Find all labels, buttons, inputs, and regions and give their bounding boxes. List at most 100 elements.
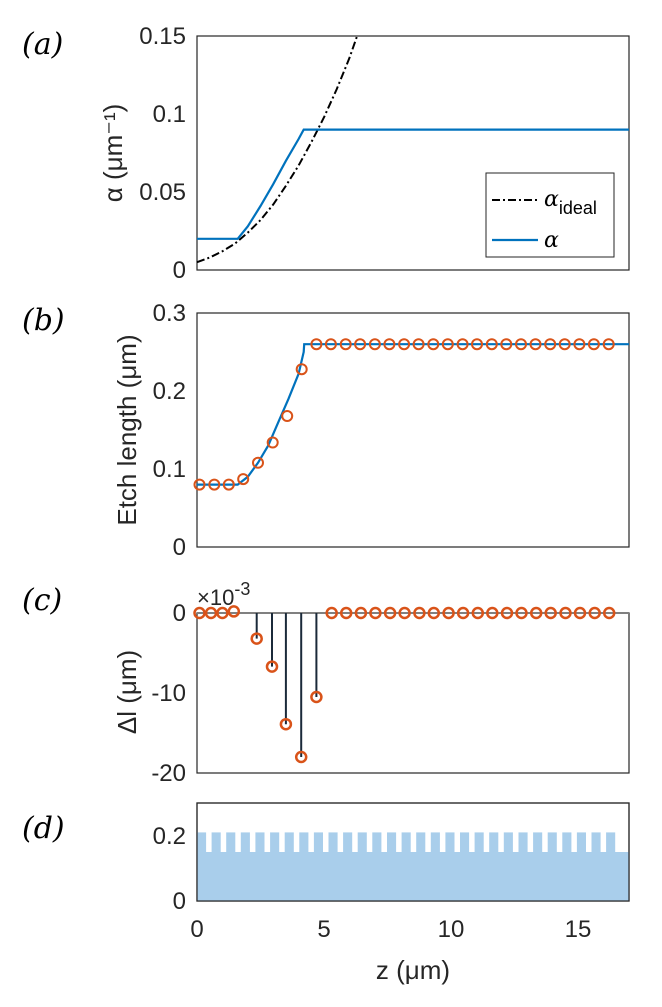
c-stem-marker (427, 606, 441, 620)
c-stems (193, 605, 616, 764)
d-xtick-2: 10 (438, 916, 465, 943)
d-grating-tooth (240, 832, 250, 853)
c-ylabel: Δl (μm) (112, 650, 142, 734)
b-marker (558, 338, 571, 351)
c-stem-marker (227, 605, 241, 618)
d-xtick-1: 5 (317, 916, 330, 943)
a-legend-box (485, 172, 615, 258)
b-marker (398, 338, 411, 351)
d-base-layer (197, 852, 629, 901)
d-grating-tooth (387, 832, 397, 853)
c-stem-marker (413, 606, 426, 620)
b-markers (193, 338, 615, 491)
d-grating-tooth (328, 832, 338, 853)
a-legend-alpha-label: α (544, 228, 559, 253)
b-marker (339, 338, 352, 351)
b-marker (573, 338, 586, 351)
b-marker (383, 338, 396, 351)
b-marker (310, 338, 323, 351)
b-marker (500, 338, 513, 351)
b-marker (456, 338, 469, 351)
c-stem-marker (500, 606, 514, 620)
d-grating-tooth (343, 832, 353, 853)
d-grating-tooth (533, 832, 543, 853)
b-marker (222, 478, 235, 491)
d-grating-tooth (460, 832, 470, 853)
panel-d-frame (196, 802, 630, 902)
d-xtick-3: 15 (565, 916, 592, 943)
d-xlabel: z (μm) (376, 955, 450, 985)
d-grating-tooth (226, 832, 236, 853)
b-marker (324, 338, 337, 351)
d-grating-tooth (299, 832, 309, 853)
panel-b: (b) 0 0.1 0.2 0.3 Etch length (μm) (22, 300, 630, 561)
panel-b-axes (196, 312, 630, 548)
b-ytick-1: 0.1 (153, 456, 186, 483)
c-exponent: ×10-3 (197, 579, 250, 610)
d-grating-area (197, 832, 629, 901)
b-marker (515, 338, 527, 351)
d-ytick-1: 0.2 (153, 823, 186, 850)
a-ytick-1: 0.05 (139, 179, 186, 206)
c-stem-marker (529, 606, 543, 620)
b-marker (281, 410, 294, 422)
c-stem-marker (486, 606, 499, 620)
d-grating-tooth (197, 832, 207, 853)
b-marker (441, 338, 454, 351)
c-stem-marker (383, 606, 397, 620)
a-ytick-3: 0.15 (139, 23, 186, 50)
d-grating-tooth (430, 832, 440, 853)
b-marker (368, 338, 381, 351)
d-grating-tooth (284, 832, 294, 853)
d-grating-tooth (562, 832, 572, 853)
c-stem-marker (456, 606, 470, 620)
c-stem-marker (471, 606, 485, 620)
a-legend-ideal-label: αideal (544, 187, 597, 218)
c-stem-marker (559, 606, 572, 620)
d-grating-tooth (401, 832, 411, 853)
b-marker (602, 338, 615, 351)
c-stem-marker (310, 690, 323, 704)
d-grating-tooth (518, 832, 528, 853)
panel-a: (a) 0 0.05 0.1 0.15 α (μm⁻¹) αideal α (22, 23, 630, 284)
c-ytick-1: -10 (151, 680, 186, 707)
b-ytick-2: 0.2 (153, 378, 186, 405)
c-stem-marker (279, 717, 293, 731)
b-marker (587, 338, 600, 351)
a-ytick-0: 0 (173, 257, 186, 284)
d-grating-tooth (372, 832, 382, 853)
b-ytick-3: 0.3 (153, 300, 186, 327)
d-grating-tooth (576, 832, 586, 853)
a-series-alpha (197, 128, 629, 240)
a-series-alpha-ideal (196, 35, 359, 264)
b-marker (412, 338, 425, 351)
b-marker (485, 338, 498, 351)
c-stem-marker (573, 606, 587, 620)
c-stem-marker (265, 660, 279, 673)
c-stem-marker (204, 606, 218, 620)
b-marker (208, 478, 221, 491)
d-xtick-0: 0 (190, 916, 203, 943)
b-marker (237, 473, 250, 486)
c-stem-marker (515, 606, 528, 620)
panel-d-label: (d) (22, 811, 65, 846)
b-marker (529, 338, 542, 351)
d-grating-tooth (474, 832, 484, 853)
b-marker (295, 363, 308, 376)
c-stem-marker (216, 606, 229, 620)
c-stem-marker (294, 750, 308, 764)
c-stem-marker (602, 606, 616, 620)
a-ylabel: α (μm⁻¹) (98, 104, 128, 203)
d-grating-tooth (357, 832, 367, 853)
c-stem-marker (588, 606, 601, 620)
d-grating-tooth (503, 832, 513, 853)
d-grating-tooth (591, 832, 601, 853)
b-ytick-0: 0 (173, 534, 186, 561)
panel-a-label: (a) (22, 27, 63, 62)
a-legend: αideal α (485, 172, 615, 258)
c-stem-marker (354, 606, 368, 620)
d-grating-tooth (255, 832, 265, 853)
d-grating-tooth (547, 832, 557, 853)
a-ytick-2: 0.1 (153, 101, 186, 128)
